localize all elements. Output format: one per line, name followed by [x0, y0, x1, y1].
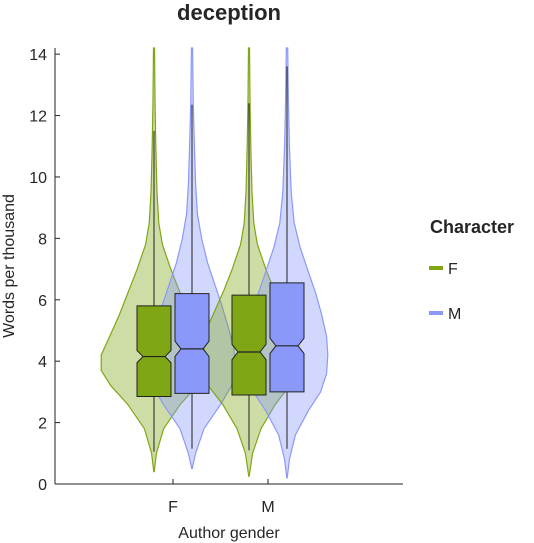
y-tick-label: 0	[38, 477, 47, 494]
y-tick-label: 12	[29, 109, 47, 126]
chart-title: deception	[177, 0, 281, 25]
x-tick-label: M	[261, 499, 274, 516]
boxplot-m-m	[269, 66, 305, 449]
y-tick-label: 4	[38, 354, 47, 371]
box	[136, 305, 172, 397]
legend-entry-f: F	[429, 261, 458, 278]
y-tick-label: 14	[29, 47, 47, 64]
box	[269, 282, 305, 393]
boxplot-f-f	[136, 130, 172, 452]
legend-label: M	[448, 306, 461, 323]
x-axis-label: Author gender	[178, 525, 280, 542]
y-tick-label: 6	[38, 293, 47, 310]
axes: 0 2 4 6 8 10 12 14 F M	[29, 47, 403, 516]
boxplot-f-m	[174, 104, 210, 449]
y-axis-label: Words per thousand	[1, 194, 18, 338]
x-tick-label: F	[168, 499, 178, 516]
y-tick-label: 8	[38, 231, 47, 248]
legend-title: Character	[430, 217, 514, 237]
box	[174, 293, 210, 394]
y-tick-label: 10	[29, 170, 47, 187]
legend-label: F	[448, 261, 458, 278]
y-tick-label: 2	[38, 416, 47, 433]
legend-entry-m: M	[429, 306, 461, 323]
legend: Character F M	[429, 217, 514, 323]
box	[231, 294, 267, 396]
plot-area	[100, 47, 329, 479]
boxplot-m-f	[231, 103, 267, 451]
